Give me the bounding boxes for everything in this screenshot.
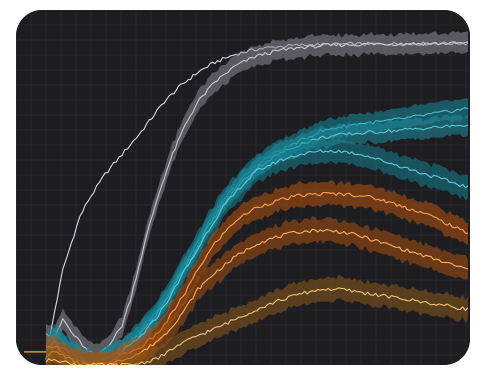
chart-plot xyxy=(16,10,470,365)
series-8-line xyxy=(45,287,469,365)
series-2-line xyxy=(45,41,469,355)
chart-card xyxy=(16,10,470,365)
series-7-band xyxy=(46,216,468,365)
series-6-band xyxy=(46,180,468,365)
series-8-band xyxy=(46,274,468,365)
